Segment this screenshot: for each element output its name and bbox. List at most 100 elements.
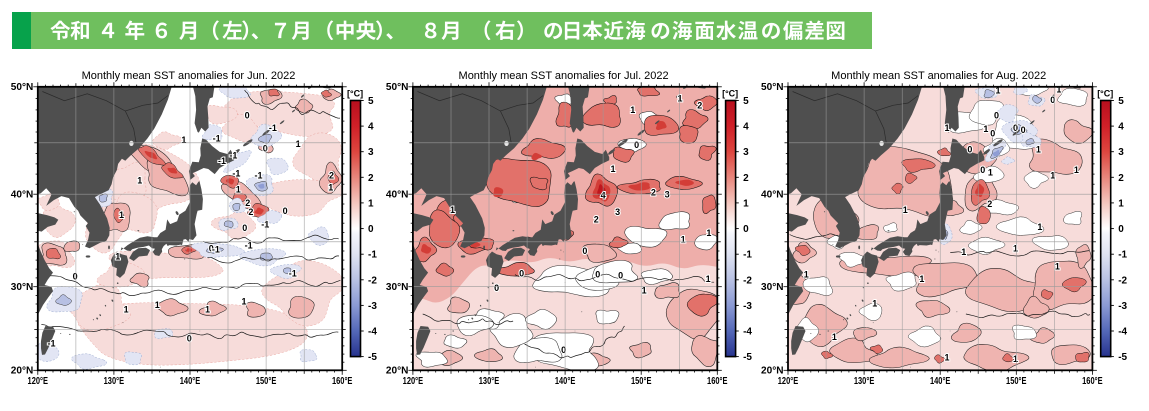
svg-text:0: 0	[73, 271, 78, 281]
svg-text:4: 4	[1118, 122, 1124, 133]
svg-text:2: 2	[594, 215, 599, 225]
svg-text:1: 1	[988, 167, 993, 177]
svg-text:1: 1	[944, 353, 949, 363]
svg-text:50°N: 50°N	[386, 82, 409, 93]
svg-text:1: 1	[983, 124, 988, 134]
svg-text:3: 3	[615, 207, 620, 217]
svg-text:3: 3	[743, 147, 749, 158]
svg-text:4: 4	[743, 122, 749, 133]
svg-text:1: 1	[1037, 222, 1042, 232]
svg-text:0: 0	[494, 283, 499, 293]
svg-text:1: 1	[1013, 244, 1018, 254]
svg-text:1: 1	[944, 123, 949, 133]
svg-text:1: 1	[919, 274, 924, 284]
svg-text:160°E: 160°E	[332, 376, 353, 387]
svg-text:1: 1	[681, 234, 686, 244]
svg-text:Monthly mean SST anomalies for: Monthly mean SST anomalies for Jul. 2022	[459, 70, 669, 82]
svg-text:50°N: 50°N	[11, 82, 34, 93]
svg-text:0: 0	[242, 223, 247, 233]
svg-text:2: 2	[245, 198, 250, 208]
svg-text:0: 0	[283, 206, 288, 216]
svg-text:-4: -4	[743, 327, 752, 338]
svg-text:1: 1	[450, 205, 455, 215]
svg-text:-1: -1	[743, 250, 752, 261]
svg-text:0: 0	[1013, 123, 1018, 133]
svg-text:1: 1	[155, 300, 160, 310]
svg-text:2: 2	[368, 173, 374, 184]
svg-text:1: 1	[241, 297, 246, 307]
svg-text:-4: -4	[368, 327, 377, 338]
svg-text:2: 2	[1118, 173, 1124, 184]
svg-text:30°N: 30°N	[761, 282, 784, 293]
svg-text:-1: -1	[218, 156, 226, 166]
svg-text:-1: -1	[261, 219, 269, 229]
svg-text:-4: -4	[1118, 327, 1127, 338]
svg-text:-1: -1	[368, 250, 377, 261]
svg-text:0: 0	[618, 271, 623, 281]
svg-text:0: 0	[519, 269, 524, 279]
svg-text:20°N: 20°N	[11, 366, 34, 377]
svg-text:0: 0	[1050, 95, 1055, 105]
svg-text:-1: -1	[232, 168, 240, 178]
svg-text:-1: -1	[213, 134, 221, 144]
svg-text:150°E: 150°E	[631, 376, 652, 387]
svg-text:1: 1	[115, 252, 120, 262]
svg-text:120°E: 120°E	[778, 376, 799, 387]
svg-text:-2: -2	[1118, 275, 1127, 286]
svg-text:130°E: 130°E	[479, 376, 500, 387]
svg-text:0: 0	[582, 246, 587, 256]
svg-text:-5: -5	[743, 352, 752, 363]
svg-text:130°E: 130°E	[854, 376, 875, 387]
svg-text:1: 1	[236, 184, 241, 194]
svg-text:1: 1	[181, 135, 186, 145]
svg-text:160°E: 160°E	[1082, 376, 1103, 387]
svg-text:-1: -1	[289, 269, 297, 279]
svg-text:-3: -3	[1118, 301, 1127, 312]
svg-text:-1: -1	[212, 244, 220, 254]
svg-text:40°N: 40°N	[386, 190, 409, 201]
svg-text:1: 1	[677, 94, 682, 104]
svg-text:2: 2	[697, 101, 702, 111]
svg-text:[°C]: [°C]	[722, 89, 738, 99]
svg-text:0: 0	[209, 244, 214, 254]
svg-text:140°E: 140°E	[180, 376, 201, 387]
svg-text:0: 0	[1118, 224, 1124, 235]
svg-text:140°E: 140°E	[555, 376, 576, 387]
svg-text:1: 1	[1050, 170, 1055, 180]
svg-text:1: 1	[124, 304, 129, 314]
svg-text:40°N: 40°N	[11, 190, 34, 201]
svg-text:-1: -1	[245, 241, 253, 251]
svg-text:5: 5	[743, 96, 749, 107]
svg-text:0: 0	[994, 111, 999, 121]
svg-text:0: 0	[1021, 125, 1026, 135]
svg-text:1: 1	[205, 304, 210, 314]
svg-text:1: 1	[642, 285, 647, 295]
svg-text:1: 1	[743, 198, 749, 209]
svg-text:0: 0	[634, 140, 639, 150]
svg-text:0: 0	[595, 270, 600, 280]
svg-text:0: 0	[743, 224, 749, 235]
svg-text:Monthly mean SST anomalies for: Monthly mean SST anomalies for Aug. 2022	[831, 70, 1046, 82]
svg-text:1: 1	[706, 274, 711, 284]
svg-text:2: 2	[987, 199, 992, 209]
svg-text:2: 2	[329, 170, 334, 180]
svg-text:20°N: 20°N	[761, 366, 784, 377]
svg-text:-3: -3	[743, 301, 752, 312]
svg-text:120°E: 120°E	[403, 376, 424, 387]
svg-text:0: 0	[245, 111, 250, 121]
svg-text:0: 0	[187, 334, 192, 344]
svg-text:0: 0	[263, 143, 268, 153]
svg-text:-2: -2	[368, 275, 377, 286]
svg-text:1: 1	[1013, 354, 1018, 364]
svg-text:1: 1	[961, 247, 966, 257]
svg-text:4: 4	[368, 122, 374, 133]
svg-text:0: 0	[990, 128, 995, 138]
svg-text:1: 1	[1055, 262, 1060, 272]
svg-text:1: 1	[137, 175, 142, 185]
svg-text:130°E: 130°E	[104, 376, 125, 387]
svg-text:-2: -2	[743, 275, 752, 286]
svg-text:0: 0	[967, 144, 972, 154]
svg-text:2: 2	[651, 187, 656, 197]
svg-text:[°C]: [°C]	[347, 89, 363, 99]
svg-text:1: 1	[630, 105, 635, 115]
